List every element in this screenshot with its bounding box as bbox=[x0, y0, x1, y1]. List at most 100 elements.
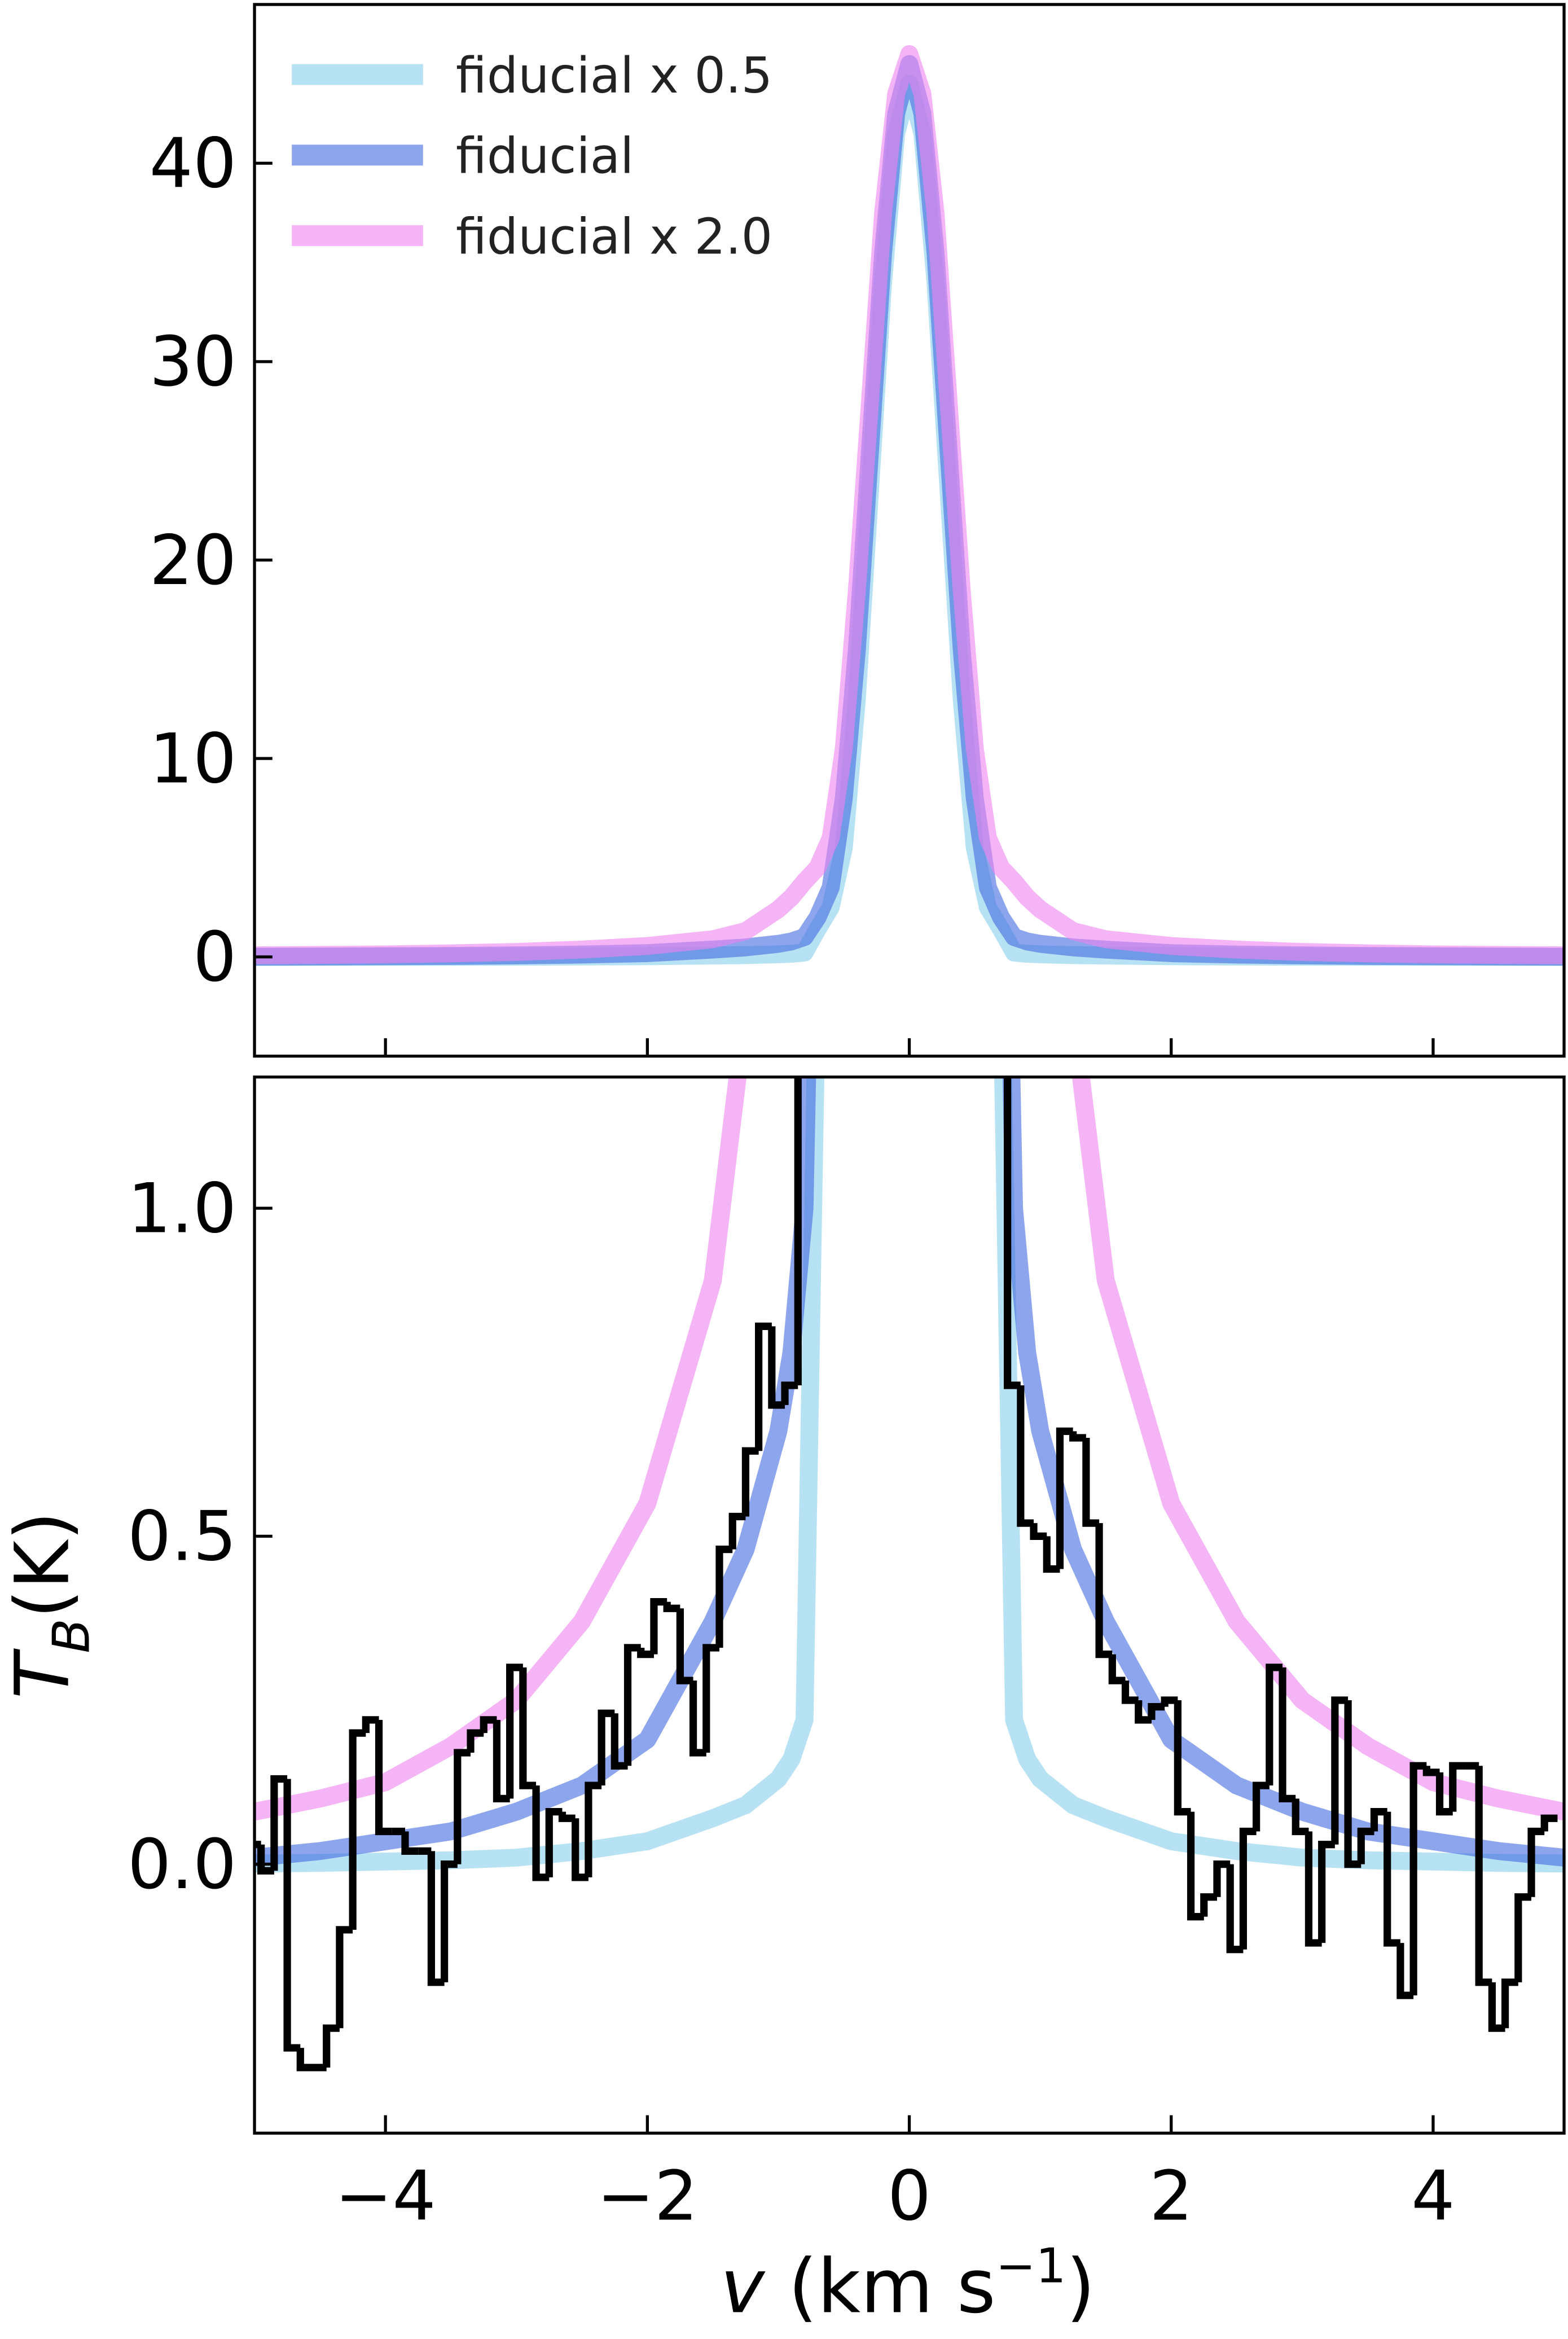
axes-frame bbox=[253, 1075, 1566, 2135]
step bbox=[493, 1719, 510, 1802]
step bbox=[1383, 1811, 1400, 1947]
step bbox=[1174, 1700, 1191, 1816]
step bbox=[427, 1851, 445, 1986]
step bbox=[1253, 1781, 1270, 1832]
step bbox=[702, 1644, 720, 1753]
step bbox=[755, 1322, 772, 1451]
step bbox=[1396, 1943, 1414, 1999]
step bbox=[676, 1608, 693, 1684]
step bbox=[1409, 1762, 1427, 1996]
x-tick-label: 0 bbox=[888, 2156, 931, 2236]
line-series bbox=[254, 1077, 1565, 1873]
step bbox=[1475, 1766, 1492, 1986]
step bbox=[1449, 1762, 1466, 1812]
step bbox=[1514, 1893, 1532, 1982]
step bbox=[323, 2024, 340, 2068]
step bbox=[1422, 1766, 1440, 1776]
y-axis-label: TB(K) bbox=[0, 1511, 102, 1699]
step bbox=[480, 1716, 497, 1734]
step bbox=[1266, 1664, 1283, 1786]
line-series bbox=[254, 1077, 1565, 1821]
step bbox=[1161, 1696, 1178, 1707]
step bbox=[1121, 1680, 1139, 1704]
x-tick-label: 4 bbox=[1411, 2156, 1455, 2236]
step bbox=[349, 1729, 366, 1930]
step bbox=[401, 1831, 419, 1855]
x-tick-label: −2 bbox=[597, 2156, 698, 2236]
step bbox=[610, 1713, 628, 1770]
line-series bbox=[254, 45, 1565, 964]
plot-area bbox=[254, 1077, 1565, 2072]
step bbox=[1213, 1860, 1231, 1897]
step bbox=[1082, 1437, 1100, 1527]
y-tick-label: 20 bbox=[150, 520, 237, 600]
step bbox=[1279, 1667, 1296, 1802]
step bbox=[1004, 1077, 1021, 1389]
step bbox=[1435, 1772, 1453, 1816]
step bbox=[362, 1716, 379, 1734]
step bbox=[506, 1664, 523, 1799]
axes-frame bbox=[253, 3, 1566, 1058]
step bbox=[1370, 1807, 1387, 1832]
step bbox=[336, 1926, 353, 2029]
step bbox=[768, 1326, 785, 1409]
step bbox=[296, 2048, 314, 2072]
x-axis-label: v (km s−1) bbox=[721, 2238, 1095, 2331]
step bbox=[1200, 1893, 1217, 1917]
step bbox=[558, 1811, 576, 1822]
step bbox=[637, 1647, 654, 1658]
step bbox=[623, 1644, 641, 1766]
step bbox=[1030, 1523, 1047, 1540]
step bbox=[1501, 1978, 1518, 2029]
step bbox=[650, 1598, 667, 1655]
step bbox=[545, 1807, 563, 1877]
y-tick-label: 10 bbox=[150, 718, 237, 798]
step bbox=[1056, 1427, 1073, 1569]
step bbox=[1540, 1814, 1558, 1832]
step bbox=[375, 1719, 392, 1836]
step bbox=[1148, 1702, 1165, 1720]
y-tick-label: 0 bbox=[193, 917, 236, 997]
step bbox=[1527, 1827, 1545, 1897]
legend-label: fiducial x 0.5 bbox=[456, 47, 772, 104]
step bbox=[715, 1545, 733, 1648]
step bbox=[1095, 1523, 1113, 1658]
step bbox=[454, 1749, 471, 1864]
step bbox=[1043, 1536, 1060, 1573]
y-tick-label: 0.0 bbox=[128, 1824, 236, 1904]
step bbox=[794, 1077, 802, 1385]
step bbox=[519, 1667, 537, 1789]
line-series bbox=[254, 74, 1565, 966]
step bbox=[1108, 1654, 1126, 1684]
step bbox=[1069, 1431, 1086, 1442]
step bbox=[689, 1680, 706, 1757]
step bbox=[270, 1775, 288, 1871]
step bbox=[283, 1779, 301, 2052]
step bbox=[1187, 1811, 1204, 1921]
step bbox=[440, 1860, 458, 1982]
y-tick-label: 30 bbox=[150, 322, 237, 402]
step bbox=[1135, 1700, 1152, 1724]
line-series bbox=[254, 1077, 1565, 1867]
step bbox=[257, 1844, 274, 1875]
legend-label: fiducial x 2.0 bbox=[456, 208, 772, 265]
y-tick-label: 0.5 bbox=[128, 1497, 236, 1577]
step bbox=[1331, 1696, 1349, 1845]
step bbox=[1239, 1827, 1257, 1950]
step bbox=[572, 1818, 588, 1881]
step bbox=[1488, 1982, 1505, 2032]
x-tick-label: 2 bbox=[1149, 2156, 1193, 2236]
step bbox=[728, 1512, 746, 1550]
step bbox=[781, 1381, 798, 1405]
step bbox=[1357, 1827, 1374, 1864]
plot-area bbox=[254, 45, 1565, 966]
step bbox=[1318, 1841, 1335, 1943]
x-tick-label: −4 bbox=[335, 2156, 436, 2236]
line-series bbox=[254, 55, 1565, 966]
step bbox=[663, 1601, 680, 1612]
y-tick-label: 40 bbox=[150, 124, 237, 204]
step bbox=[467, 1729, 484, 1753]
legend-label: fiducial bbox=[456, 128, 634, 185]
step bbox=[598, 1709, 615, 1786]
